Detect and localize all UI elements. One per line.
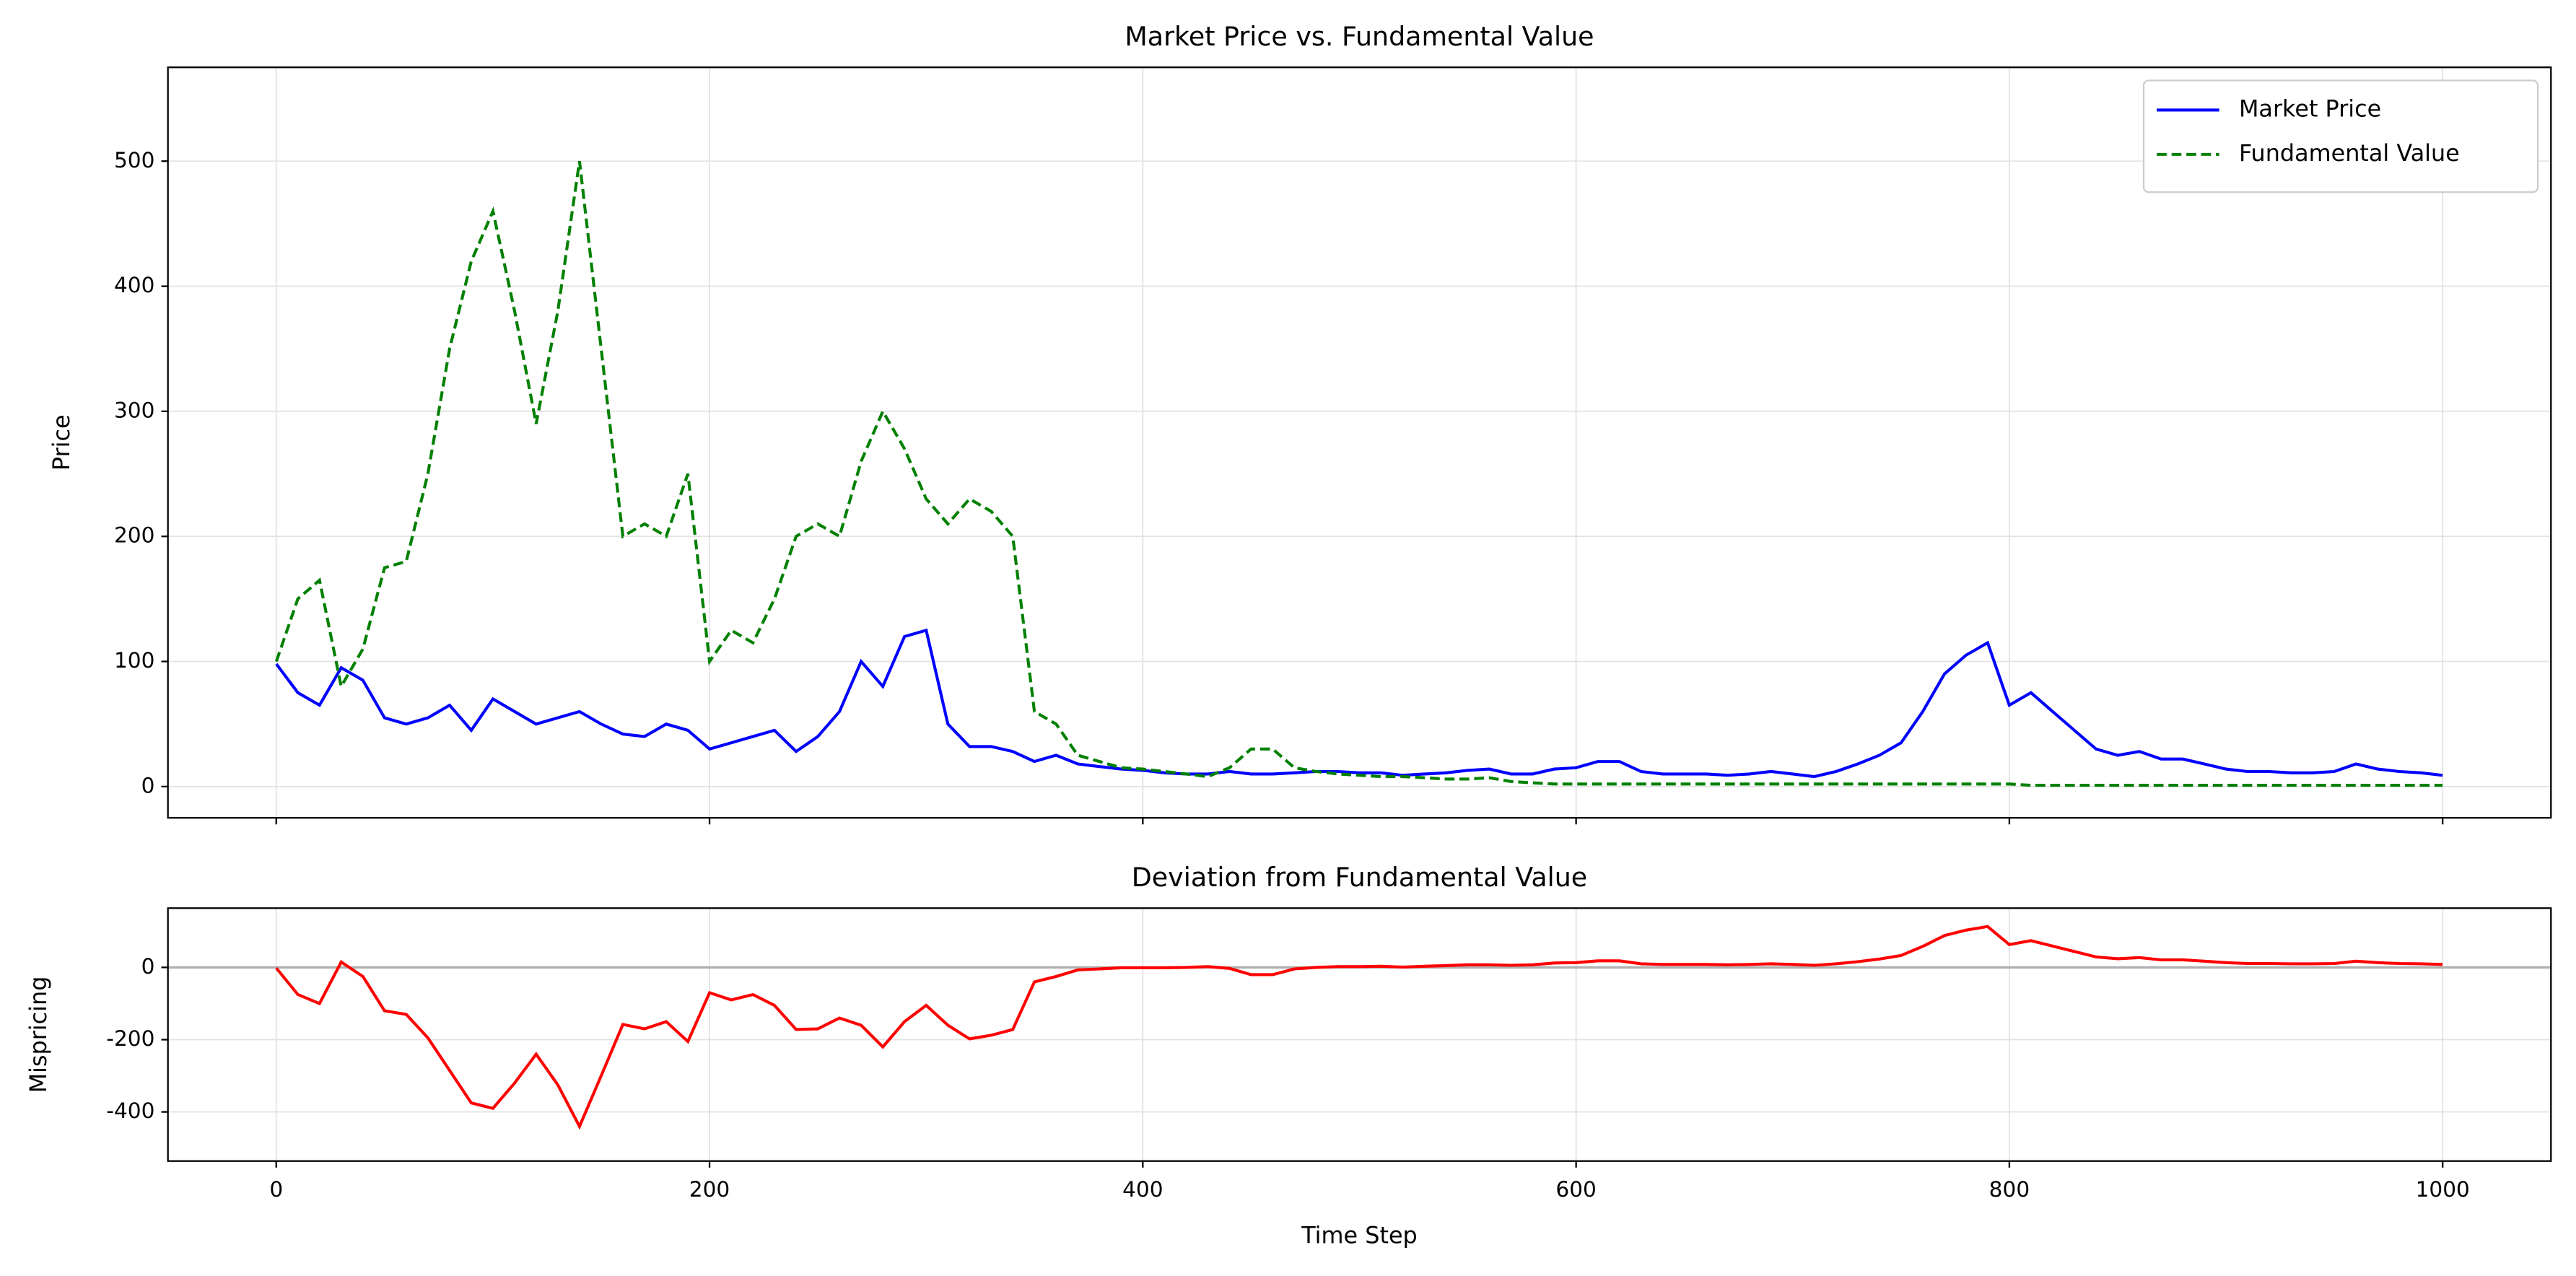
legend-label: Fundamental Value [2239, 139, 2460, 167]
x-tick-label: 600 [1555, 1177, 1596, 1202]
y-tick-label: 0 [141, 954, 155, 979]
x-axis-label: Time Step [1301, 1221, 1418, 1249]
plot-frame [167, 66, 2552, 819]
x-tick-label: 800 [1989, 1177, 2030, 1202]
y-tick-label: -400 [106, 1098, 154, 1123]
plot-frame [167, 907, 2552, 1162]
y-tick-label: -200 [106, 1026, 154, 1051]
x-tick-label: 400 [1122, 1177, 1163, 1202]
legend: Market Price Fundamental Value [2142, 79, 2539, 193]
x-tick-label: 200 [689, 1177, 730, 1202]
y-tick-label: 300 [114, 398, 154, 422]
series-line [275, 925, 2443, 1130]
y-axis-label: Mispricing [25, 976, 52, 1093]
y-tick-label: 200 [114, 523, 154, 548]
y-axis-label: Price [48, 414, 75, 471]
y-tick-label: 500 [114, 148, 154, 172]
x-tick-label: 1000 [2416, 1177, 2470, 1202]
y-tick-label: 100 [114, 648, 154, 673]
legend-label: Market Price [2239, 95, 2381, 122]
legend-box [2142, 79, 2539, 193]
y-tick-label: 0 [141, 773, 155, 798]
series-line [275, 628, 2443, 779]
x-tick-label: 0 [269, 1177, 283, 1202]
chart-title: Deviation from Fundamental Value [1132, 862, 1587, 893]
y-tick-label: 400 [114, 273, 154, 297]
chart-title: Market Price vs. Fundamental Value [1125, 21, 1594, 52]
series-line [274, 160, 2443, 787]
